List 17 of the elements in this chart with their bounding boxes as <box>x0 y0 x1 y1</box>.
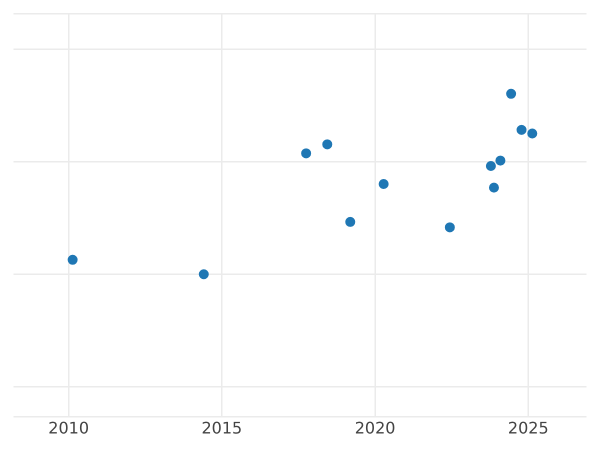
point <box>495 156 506 166</box>
point <box>198 269 209 280</box>
x-tick-label: 2025 <box>508 418 549 438</box>
x-tick-label: 2020 <box>354 418 396 438</box>
x-tick-label: 2015 <box>202 418 242 438</box>
point <box>488 182 499 193</box>
point <box>516 124 527 135</box>
point <box>506 88 516 99</box>
point <box>444 222 455 232</box>
point <box>68 254 78 265</box>
x-tick-label: 2010 <box>48 418 90 438</box>
point <box>322 139 332 150</box>
point <box>345 216 356 227</box>
point <box>527 128 538 138</box>
point <box>301 148 312 158</box>
point <box>378 179 389 190</box>
point <box>486 160 496 171</box>
